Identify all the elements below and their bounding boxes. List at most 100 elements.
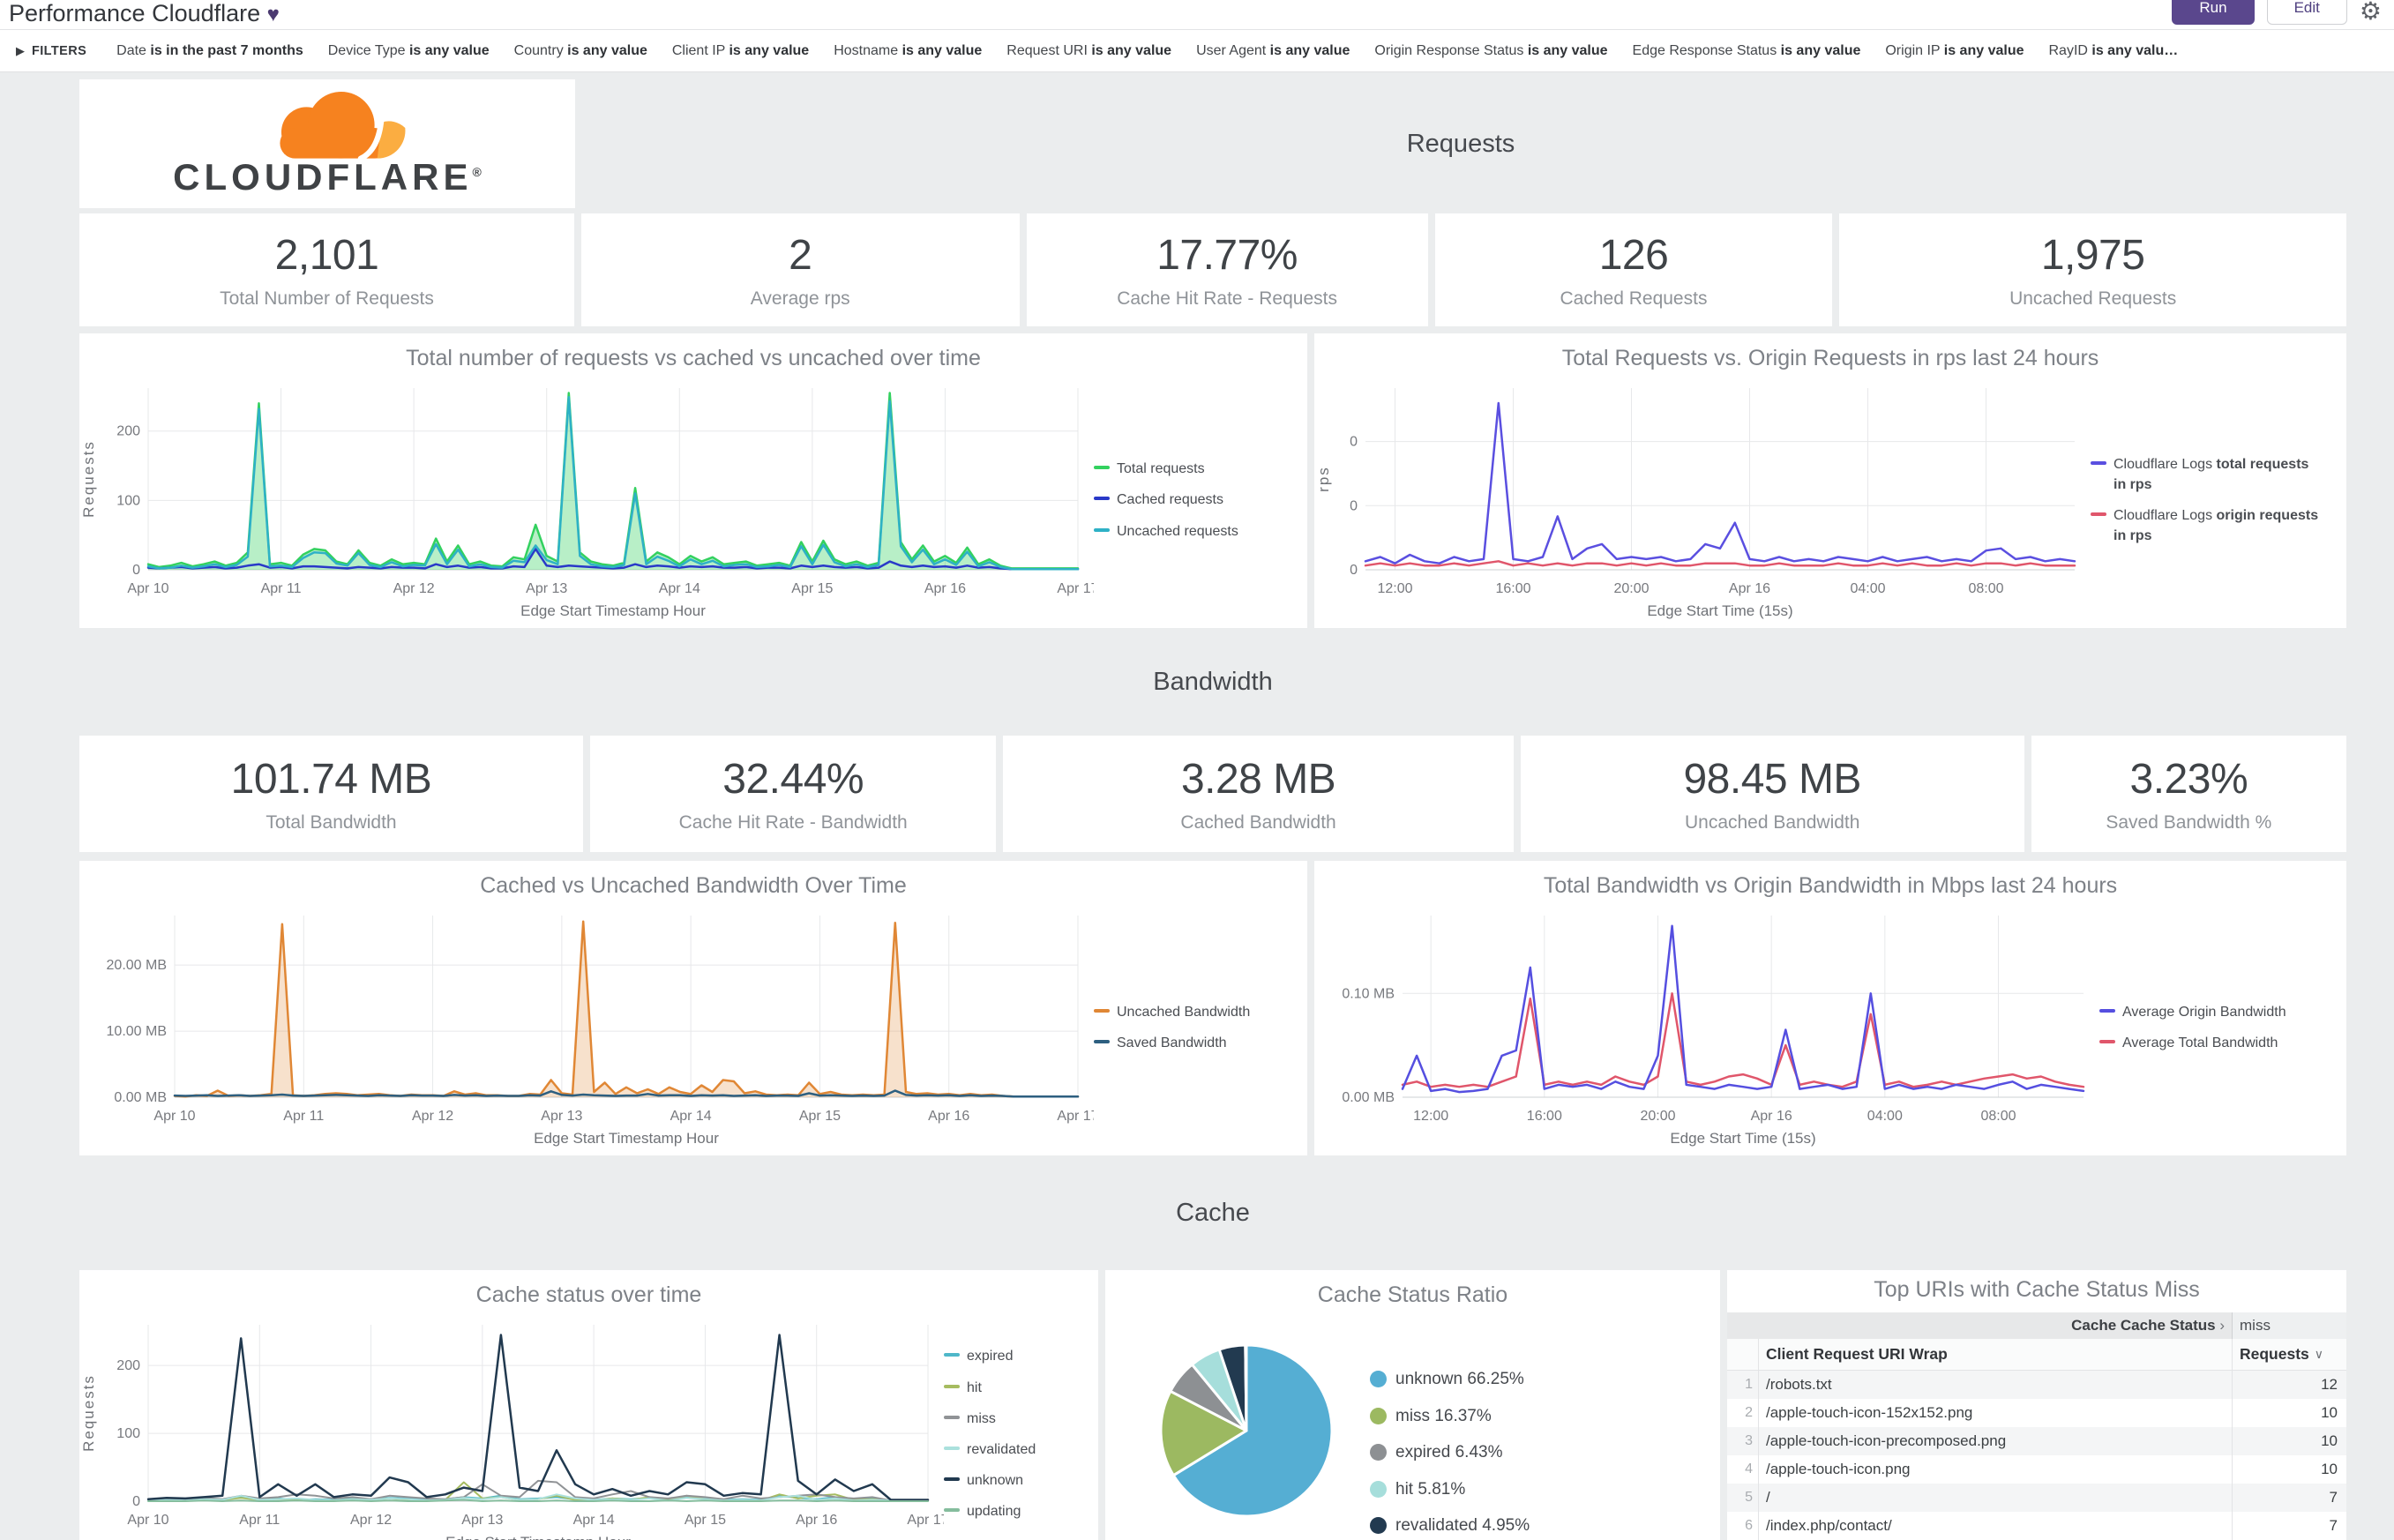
requests-column-header[interactable]: Requests ∨: [2232, 1339, 2346, 1370]
filter-item-edge-response-status[interactable]: Edge Response Status is any value: [1632, 42, 1861, 58]
svg-text:Apr 15: Apr 15: [791, 581, 833, 596]
svg-text:Apr 12: Apr 12: [393, 581, 435, 596]
legend-swatch: [2091, 460, 2106, 465]
pie-canvas[interactable]: [1105, 1321, 1370, 1533]
filters-label[interactable]: FILTERS: [32, 43, 87, 58]
svg-text:100: 100: [116, 493, 140, 508]
legend-label: unknown 66.25%: [1395, 1370, 1524, 1388]
row-uri: /apple-touch-icon-152x152.png: [1766, 1404, 1973, 1421]
bandwidth-kpi-row: 101.74 MB Total Bandwidth 32.44% Cache Hit …: [79, 736, 2346, 852]
filter-item-date[interactable]: Date is in the past 7 months: [116, 42, 303, 58]
chart-canvas[interactable]: 0 100 200 Apr 10 Apr 11 Apr 12 Apr 13 Apr 14 Apr…: [79, 378, 1094, 623]
legend-item[interactable]: Average Origin Bandwidth: [2099, 1002, 2318, 1022]
kpi-tile: 17.77% Cache Hit Rate - Requests: [1026, 213, 1428, 326]
svg-text:0: 0: [132, 1494, 140, 1509]
edit-button[interactable]: Edit: [2266, 0, 2347, 25]
legend-label: Cloudflare Logs origin requests in rps: [2113, 508, 2319, 544]
kpi-label: Uncached Requests: [2009, 288, 2177, 309]
kpi-value: 3.28 MB: [1180, 755, 1336, 803]
svg-text:Apr 16: Apr 16: [1729, 581, 1770, 596]
legend-item[interactable]: hit 5.81%: [1370, 1477, 1530, 1502]
chart-legend: Uncached Bandwidth Saved Bandwidth: [1094, 1002, 1283, 1053]
legend-item[interactable]: Uncached requests: [1094, 521, 1275, 542]
legend-item[interactable]: updating: [944, 1501, 1067, 1521]
filters-expand-icon[interactable]: ▶: [16, 43, 25, 57]
svg-text:Apr 17: Apr 17: [907, 1513, 944, 1528]
svg-text:Apr 14: Apr 14: [670, 1109, 712, 1124]
legend-item[interactable]: Cloudflare Logs origin requests in rps: [2091, 505, 2322, 546]
filter-item-client-ip[interactable]: Client IP is any value: [671, 42, 810, 58]
svg-text:Apr 10: Apr 10: [127, 581, 168, 596]
row-requests: 7: [2232, 1512, 2346, 1540]
kpi-value: 32.44%: [722, 755, 864, 803]
chart-canvas[interactable]: 0 0 0 12:00 16:00 20:00 Apr 16 04:00 08:00 rps Edg…: [1314, 378, 2091, 623]
dashboard-content: CLOUDFLARE® Requests 2,101 Total Number o…: [0, 72, 2394, 1540]
filter-item-origin-ip[interactable]: Origin IP is any value: [1885, 42, 2024, 58]
legend-item[interactable]: Average Total Bandwidth: [2099, 1033, 2318, 1053]
filter-item-user-agent[interactable]: User Agent is any value: [1196, 42, 1350, 58]
svg-text:0: 0: [132, 563, 140, 578]
legend-label: expired: [967, 1349, 1014, 1364]
chart-canvas[interactable]: 0.00 MB 10.00 MB 20.00 MB Apr 10 Apr 11 Apr 1…: [79, 905, 1094, 1150]
legend-item[interactable]: hit: [944, 1378, 1067, 1398]
kpi-value: 17.77%: [1156, 231, 1298, 279]
filter-item-origin-response-status[interactable]: Origin Response Status is any value: [1374, 42, 1608, 58]
chevron-right-icon: ›: [2219, 1317, 2225, 1334]
kpi-value: 101.74 MB: [230, 755, 432, 803]
uri-column-header[interactable]: Client Request URI Wrap: [1766, 1345, 1948, 1363]
chart-legend: Total requests Cached requests Uncached re…: [1094, 459, 1275, 542]
chart-canvas[interactable]: 0 100 200 Apr 10 Apr 11 Apr 12 Apr 13 Apr 14 Apr…: [79, 1314, 944, 1540]
legend-item[interactable]: Total requests: [1094, 459, 1275, 479]
legend-item[interactable]: Cached requests: [1094, 490, 1275, 510]
pie-cache-status-ratio: Cache Status Ratio unknown 66.25% miss 16.…: [1105, 1270, 1720, 1540]
legend-swatch: [1094, 466, 1110, 470]
legend-swatch: [944, 1415, 960, 1419]
kpi-tile: 98.45 MB Uncached Bandwidth: [1520, 736, 2024, 852]
filter-item-hostname[interactable]: Hostname is any value: [834, 42, 983, 58]
legend-item[interactable]: Cloudflare Logs total requests in rps: [2091, 454, 2322, 495]
svg-text:Apr 17: Apr 17: [1057, 1109, 1094, 1124]
chart-rps-24h: Total Requests vs. Origin Requests in rp…: [1314, 333, 2346, 628]
svg-text:Apr 13: Apr 13: [461, 1513, 503, 1528]
legend-item[interactable]: Saved Bandwidth: [1094, 1033, 1283, 1053]
row-uri: /: [1766, 1489, 1770, 1506]
table-row: 5 / 7: [1727, 1484, 2346, 1512]
filter-item-request-uri[interactable]: Request URI is any value: [1006, 42, 1172, 58]
svg-text:Apr 12: Apr 12: [350, 1513, 392, 1528]
filter-item-country[interactable]: Country is any value: [513, 42, 647, 58]
kpi-tile: 126 Cached Requests: [1434, 213, 1833, 326]
legend-item[interactable]: unknown: [944, 1470, 1067, 1491]
section-title-bandwidth: Bandwidth: [1153, 667, 1273, 696]
legend-item[interactable]: expired: [944, 1346, 1067, 1366]
legend-swatch: [944, 1353, 960, 1357]
legend-swatch: [1094, 1040, 1110, 1043]
svg-text:Apr 10: Apr 10: [153, 1109, 195, 1124]
legend-item[interactable]: miss 16.37%: [1370, 1404, 1530, 1429]
chart-title: Cache Status Ratio: [1317, 1282, 1508, 1307]
legend-item[interactable]: revalidated: [944, 1439, 1067, 1460]
chart-body: 0 100 200 Apr 10 Apr 11 Apr 12 Apr 13 Apr 14 Apr…: [79, 1314, 1098, 1540]
svg-text:Apr 10: Apr 10: [127, 1513, 168, 1528]
pivot-field-label[interactable]: Cache Cache Status ›: [2071, 1317, 2225, 1334]
svg-text:Apr 12: Apr 12: [412, 1109, 453, 1124]
legend-item[interactable]: miss: [944, 1409, 1067, 1429]
kpi-tile: 32.44% Cache Hit Rate - Bandwidth: [589, 736, 997, 852]
legend-swatch: [2091, 512, 2106, 516]
sort-caret-icon: ∨: [2314, 1347, 2324, 1361]
legend-item[interactable]: expired 6.43%: [1370, 1440, 1530, 1465]
legend-item[interactable]: unknown 66.25%: [1370, 1367, 1530, 1392]
row-number: 3: [1727, 1427, 1759, 1455]
svg-text:08:00: 08:00: [1968, 581, 2003, 596]
chart-title: Total Bandwidth vs Origin Bandwidth in M…: [1543, 873, 2118, 898]
run-button[interactable]: Run: [2172, 0, 2255, 25]
legend-item[interactable]: Uncached Bandwidth: [1094, 1002, 1283, 1022]
svg-text:Edge Start Time (15s): Edge Start Time (15s): [1670, 1130, 1815, 1147]
legend-item[interactable]: revalidated 4.95%: [1370, 1514, 1530, 1538]
chart-canvas[interactable]: 0.00 MB 0.10 MB 12:00 16:00 20:00 Apr 16 04:00…: [1314, 905, 2099, 1150]
pie-dot: [1370, 1480, 1387, 1498]
svg-text:Requests: Requests: [80, 440, 97, 518]
gear-icon[interactable]: ⚙: [2359, 0, 2382, 25]
filter-item-device-type[interactable]: Device Type is any value: [327, 42, 490, 58]
filter-item-rayid[interactable]: RayID is any valu…: [2048, 42, 2179, 58]
legend-swatch: [944, 1384, 960, 1388]
